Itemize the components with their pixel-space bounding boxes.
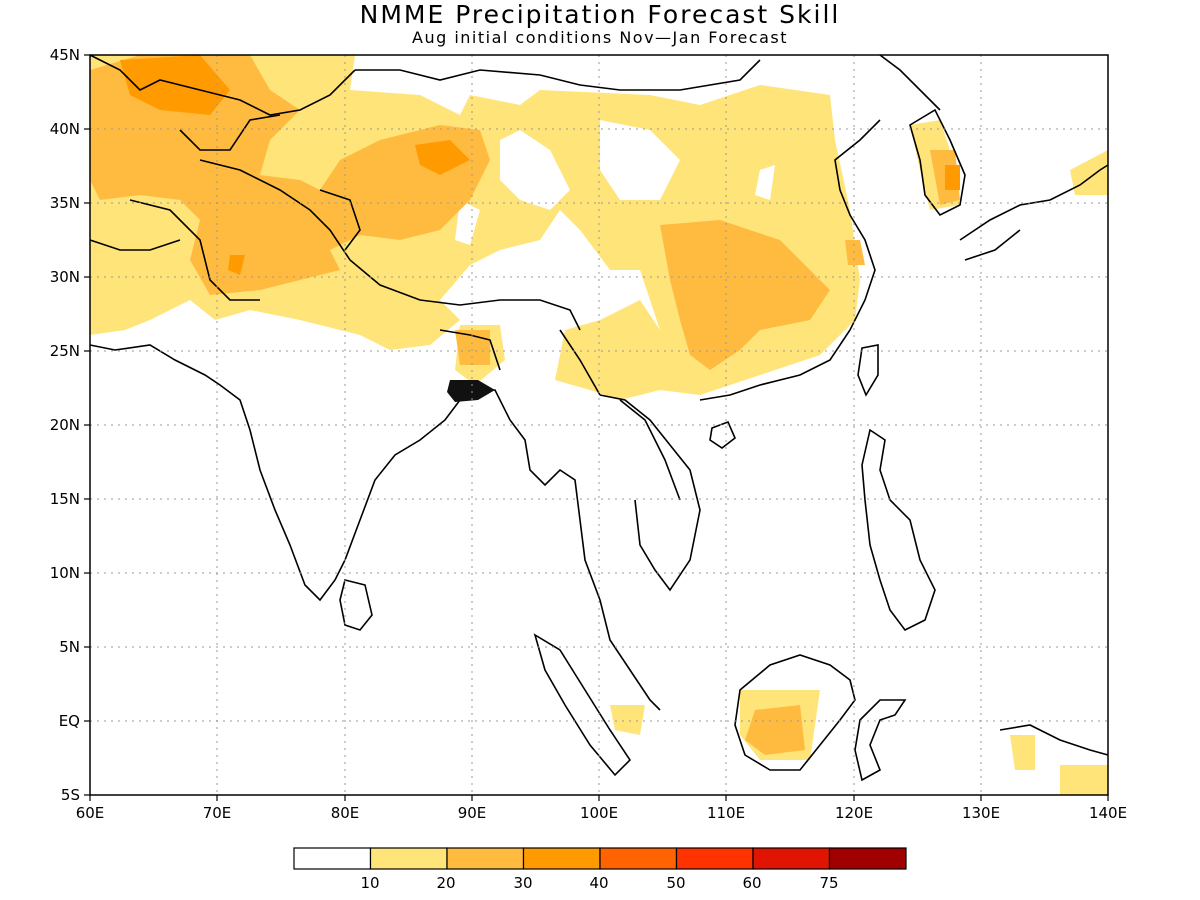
- legend-label: 60: [742, 874, 761, 892]
- lat-labels: 45N 40N 35N 30N 25N 20N 15N 10N 5N EQ 5S: [50, 46, 80, 804]
- legend-label: 40: [589, 874, 608, 892]
- lon-label: 90E: [458, 804, 487, 822]
- legend-label: 30: [513, 874, 532, 892]
- legend-swatch: [369, 847, 448, 870]
- lat-label: 25N: [50, 342, 80, 360]
- lon-label: 120E: [835, 804, 873, 822]
- lon-label: 70E: [203, 804, 232, 822]
- lat-label: 15N: [50, 490, 80, 508]
- legend-label: 10: [360, 874, 379, 892]
- legend-swatch: [293, 847, 372, 870]
- lat-label: 35N: [50, 194, 80, 212]
- lon-label: 80E: [331, 804, 360, 822]
- grid-lines: [90, 55, 1108, 795]
- lon-labels: 60E 70E 80E 90E 100E 110E 120E 130E 140E: [76, 804, 1127, 822]
- map-subtitle: Aug initial conditions Nov—Jan Forecast: [412, 28, 788, 47]
- lon-label: 130E: [962, 804, 1000, 822]
- legend-swatch: [752, 847, 831, 870]
- lat-label: 5S: [61, 786, 80, 804]
- legend-swatch: [446, 847, 525, 870]
- lat-label: 20N: [50, 416, 80, 434]
- legend-label: 20: [436, 874, 455, 892]
- legend-swatch: [675, 847, 754, 870]
- lon-label: 140E: [1089, 804, 1127, 822]
- lat-label: 5N: [59, 638, 80, 656]
- lon-label: 110E: [707, 804, 745, 822]
- lon-label: 60E: [76, 804, 105, 822]
- legend-labels: 10 20 30 40 50 60 75: [360, 874, 838, 892]
- legend-label: 75: [819, 874, 838, 892]
- legend-swatch: [522, 847, 601, 870]
- lat-label: 40N: [50, 120, 80, 138]
- axis-ticks: [84, 54, 1109, 801]
- coastlines: [89, 54, 1109, 782]
- coastline-detail: [447, 380, 495, 402]
- legend-swatch: [599, 847, 678, 870]
- lat-label: 10N: [50, 564, 80, 582]
- legend-swatch: [828, 847, 907, 870]
- lon-label: 100E: [580, 804, 618, 822]
- lat-label: EQ: [59, 712, 80, 730]
- skill-shading: [90, 55, 1108, 795]
- map-title: NMME Precipitation Forecast Skill: [359, 0, 841, 29]
- legend-label: 50: [666, 874, 685, 892]
- lat-label: 30N: [50, 268, 80, 286]
- legend-colorbar: [293, 847, 907, 870]
- lat-label: 45N: [50, 46, 80, 64]
